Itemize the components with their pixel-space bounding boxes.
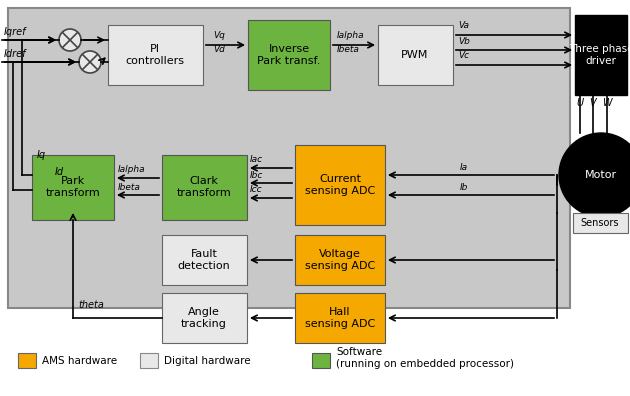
- Text: Iqref: Iqref: [4, 27, 26, 37]
- Bar: [295, 145, 385, 225]
- Text: Vb: Vb: [458, 36, 470, 46]
- Text: PI
controllers: PI controllers: [125, 44, 185, 66]
- Text: Va: Va: [458, 21, 469, 30]
- Text: Angle
tracking: Angle tracking: [181, 307, 227, 329]
- Bar: [378, 25, 453, 85]
- Text: Vd: Vd: [213, 46, 225, 55]
- Text: theta: theta: [78, 300, 104, 310]
- Text: Vq: Vq: [213, 32, 225, 40]
- Circle shape: [559, 133, 630, 217]
- Text: Idref: Idref: [4, 49, 26, 59]
- Text: Digital hardware: Digital hardware: [164, 356, 251, 366]
- Text: Ib: Ib: [460, 183, 468, 192]
- Text: Three phase
driver: Three phase driver: [569, 44, 630, 66]
- Text: Ibeta: Ibeta: [118, 183, 141, 192]
- Bar: [8, 8, 570, 308]
- Text: U: U: [576, 98, 583, 108]
- Bar: [575, 15, 627, 95]
- Circle shape: [59, 29, 81, 51]
- Bar: [18, 353, 36, 368]
- Bar: [162, 155, 247, 220]
- Bar: [108, 25, 203, 85]
- Text: Sensors: Sensors: [581, 218, 619, 228]
- Bar: [162, 235, 247, 285]
- Text: Iq: Iq: [37, 150, 46, 160]
- Text: Ialpha: Ialpha: [337, 32, 365, 40]
- Bar: [312, 353, 330, 368]
- Bar: [573, 213, 628, 233]
- Text: Iac: Iac: [250, 156, 263, 164]
- Text: V: V: [590, 98, 597, 108]
- Bar: [32, 155, 114, 220]
- Text: PWM: PWM: [401, 50, 428, 60]
- Text: Fault
detection: Fault detection: [178, 249, 231, 271]
- Text: Software
(running on embedded processor): Software (running on embedded processor): [336, 347, 514, 369]
- Text: Inverse
Park transf.: Inverse Park transf.: [257, 44, 321, 66]
- Text: Icc: Icc: [250, 185, 263, 194]
- Text: Id: Id: [55, 167, 64, 177]
- Text: Hall
sensing ADC: Hall sensing ADC: [305, 307, 375, 329]
- Text: AMS hardware: AMS hardware: [42, 356, 117, 366]
- Text: Voltage
sensing ADC: Voltage sensing ADC: [305, 249, 375, 271]
- Text: Ialpha: Ialpha: [118, 166, 146, 175]
- Text: W: W: [602, 98, 612, 108]
- Text: Ibc: Ibc: [250, 171, 263, 179]
- Text: Park
transform: Park transform: [45, 176, 100, 198]
- Text: Vc: Vc: [458, 51, 469, 61]
- Bar: [295, 235, 385, 285]
- Text: Ibeta: Ibeta: [337, 46, 360, 55]
- Bar: [162, 293, 247, 343]
- Bar: [295, 293, 385, 343]
- Text: Current
sensing ADC: Current sensing ADC: [305, 174, 375, 196]
- Text: Motor: Motor: [585, 170, 617, 180]
- Circle shape: [79, 51, 101, 73]
- Text: Ia: Ia: [460, 164, 468, 173]
- Text: Clark
transform: Clark transform: [176, 176, 231, 198]
- Bar: [248, 20, 330, 90]
- Bar: [140, 353, 158, 368]
